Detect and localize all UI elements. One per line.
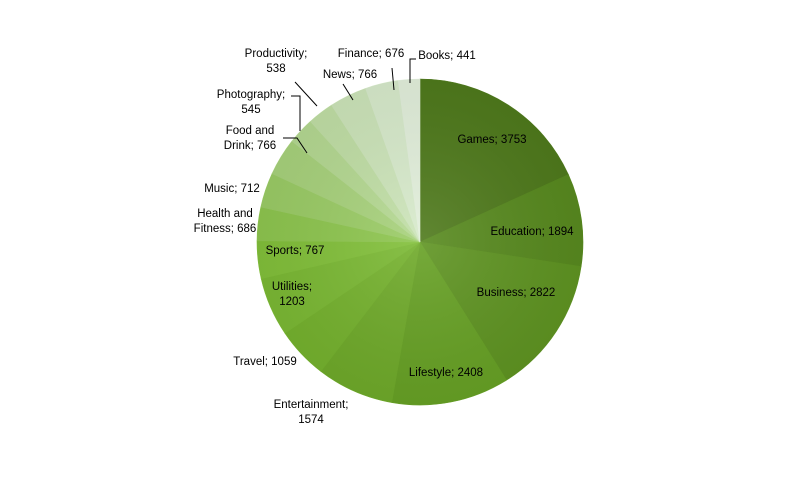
data-label-health-and-fitness: Health and Fitness; 686 bbox=[194, 208, 257, 235]
data-label-games: Games; 3753 bbox=[457, 134, 526, 146]
pie-slices bbox=[256, 78, 584, 406]
data-labels: Games; 3753 Education; 1894 Business; 2822… bbox=[194, 48, 574, 426]
leader-line-productivity bbox=[294, 81, 318, 107]
leader-line-photography bbox=[291, 95, 301, 131]
data-label-food-and-drink: Food and Drink; 766 bbox=[224, 125, 276, 152]
data-label-finance: Finance; 676 bbox=[338, 48, 405, 60]
data-label-sports: Sports; 767 bbox=[266, 245, 325, 257]
data-label-utilities: Utilities; 1203 bbox=[272, 281, 312, 308]
leader-line-finance bbox=[391, 67, 395, 91]
data-label-photography: Photography; 545 bbox=[217, 89, 285, 116]
data-label-news: News; 766 bbox=[323, 69, 377, 81]
data-label-music: Music; 712 bbox=[204, 183, 260, 195]
data-label-productivity: Productivity; 538 bbox=[245, 48, 308, 75]
data-label-travel: Travel; 1059 bbox=[233, 356, 297, 368]
data-label-lifestyle: Lifestyle; 2408 bbox=[409, 367, 483, 379]
leader-line-food-and-drink bbox=[283, 137, 308, 154]
leader-line-books bbox=[409, 58, 416, 83]
data-label-entertainment: Entertainment; 1574 bbox=[274, 399, 349, 426]
leader-lines bbox=[283, 58, 416, 154]
data-label-business: Business; 2822 bbox=[477, 287, 556, 299]
leader-line-news bbox=[342, 83, 354, 101]
data-label-education: Education; 1894 bbox=[490, 226, 574, 238]
data-label-books: Books; 441 bbox=[418, 50, 476, 62]
